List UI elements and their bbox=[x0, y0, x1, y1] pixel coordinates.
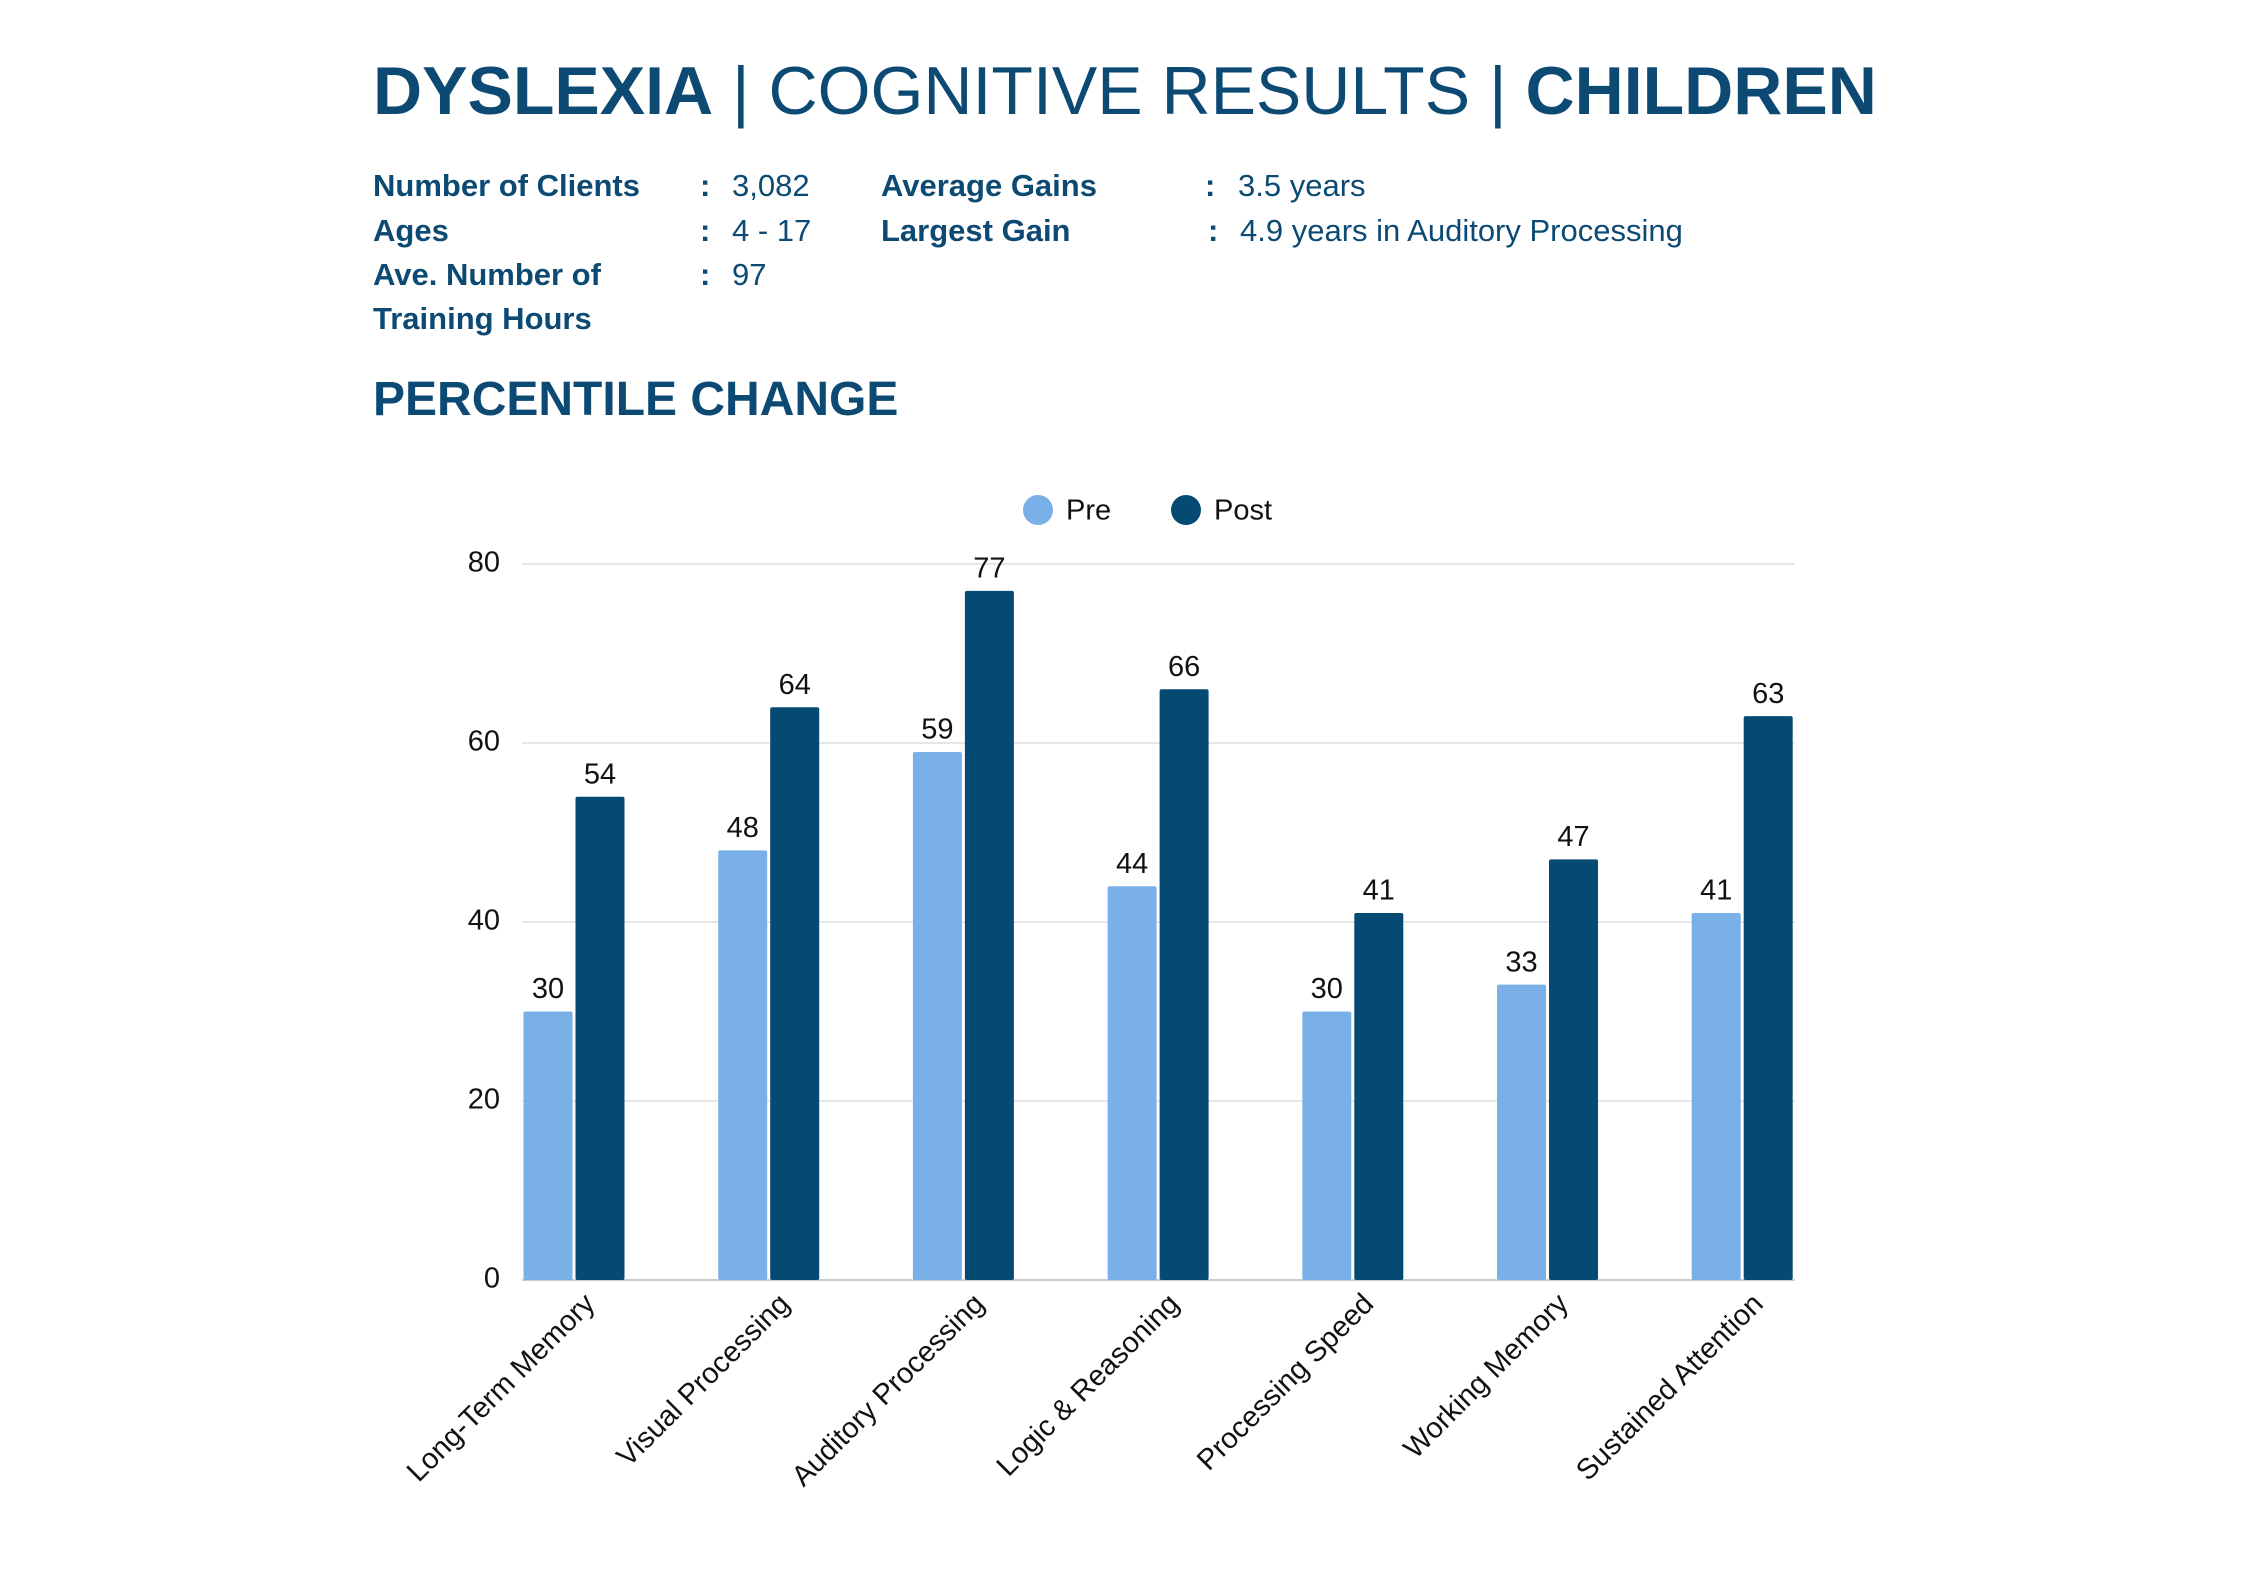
legend-marker bbox=[1023, 495, 1053, 525]
info-separator: : bbox=[1208, 213, 1219, 248]
data-label: 77 bbox=[973, 553, 1005, 585]
bar bbox=[523, 1011, 573, 1280]
y-tick-label: 60 bbox=[468, 726, 500, 758]
info-separator: : bbox=[1205, 168, 1216, 203]
data-label: 47 bbox=[1557, 821, 1589, 853]
bar bbox=[1159, 689, 1209, 1280]
x-tick-label: Working Memory bbox=[1398, 1287, 1576, 1465]
data-label: 41 bbox=[1700, 875, 1732, 907]
title-part: CHILDREN bbox=[1525, 53, 1877, 129]
info-label: Average Gains bbox=[881, 168, 1097, 203]
info-value: 97 bbox=[732, 257, 767, 292]
info-label: Largest Gain bbox=[881, 213, 1071, 248]
data-label: 59 bbox=[921, 714, 953, 746]
data-label: 30 bbox=[532, 973, 564, 1005]
bar bbox=[1302, 1011, 1352, 1280]
bar bbox=[1691, 913, 1741, 1280]
info-value: 3.5 years bbox=[1238, 168, 1366, 203]
data-label: 30 bbox=[1311, 973, 1343, 1005]
title-part: DYSLEXIA bbox=[373, 53, 714, 129]
x-tick-label: Logic & Reasoning bbox=[991, 1288, 1186, 1483]
bar bbox=[1743, 716, 1793, 1280]
x-tick-label: Sustained Attention bbox=[1570, 1288, 1769, 1487]
data-label: 33 bbox=[1505, 946, 1537, 978]
info-separator: : bbox=[700, 168, 711, 203]
data-label: 63 bbox=[1752, 678, 1784, 710]
legend-label: Pre bbox=[1066, 495, 1111, 527]
y-tick-label: 20 bbox=[468, 1084, 500, 1116]
legend-label: Post bbox=[1214, 495, 1272, 527]
x-tick-label: Visual Processing bbox=[611, 1288, 796, 1473]
info-separator: : bbox=[700, 213, 711, 248]
x-tick-label: Processing Speed bbox=[1191, 1288, 1380, 1477]
data-label: 44 bbox=[1116, 848, 1148, 880]
info-value: 3,082 bbox=[732, 168, 810, 203]
title-part: | COGNITIVE RESULTS | bbox=[731, 53, 1507, 129]
subtitle: PERCENTILE CHANGE bbox=[373, 373, 899, 426]
y-tick-label: 0 bbox=[484, 1263, 500, 1295]
info-value: 4.9 years in Auditory Processing bbox=[1240, 213, 1683, 248]
data-label: 64 bbox=[779, 669, 811, 701]
data-label: 48 bbox=[727, 812, 759, 844]
x-tick-label: Long-Term Memory bbox=[401, 1287, 602, 1488]
data-label: 54 bbox=[584, 758, 616, 790]
info-label: Ages bbox=[373, 213, 449, 248]
bar bbox=[1354, 913, 1404, 1280]
bar bbox=[1107, 886, 1157, 1280]
bar bbox=[575, 796, 625, 1280]
data-label: 66 bbox=[1168, 651, 1200, 683]
info-separator: : bbox=[700, 257, 711, 292]
info-value: 4 - 17 bbox=[732, 213, 812, 248]
bar bbox=[912, 751, 962, 1280]
bar bbox=[1497, 984, 1546, 1280]
bar bbox=[770, 707, 820, 1280]
bar bbox=[964, 590, 1014, 1280]
info-label: Number of Clients bbox=[373, 168, 640, 203]
bar bbox=[718, 850, 768, 1280]
y-tick-label: 40 bbox=[468, 905, 500, 937]
info-label: Ave. Number of Training Hours bbox=[373, 257, 601, 336]
bar bbox=[1549, 859, 1598, 1280]
x-tick-label: Auditory Processing bbox=[786, 1288, 991, 1493]
legend-marker bbox=[1171, 495, 1201, 525]
data-label: 41 bbox=[1363, 875, 1395, 907]
title: DYSLEXIA | COGNITIVE RESULTS | CHILDREN bbox=[373, 52, 1877, 130]
y-tick-label: 80 bbox=[468, 547, 500, 579]
